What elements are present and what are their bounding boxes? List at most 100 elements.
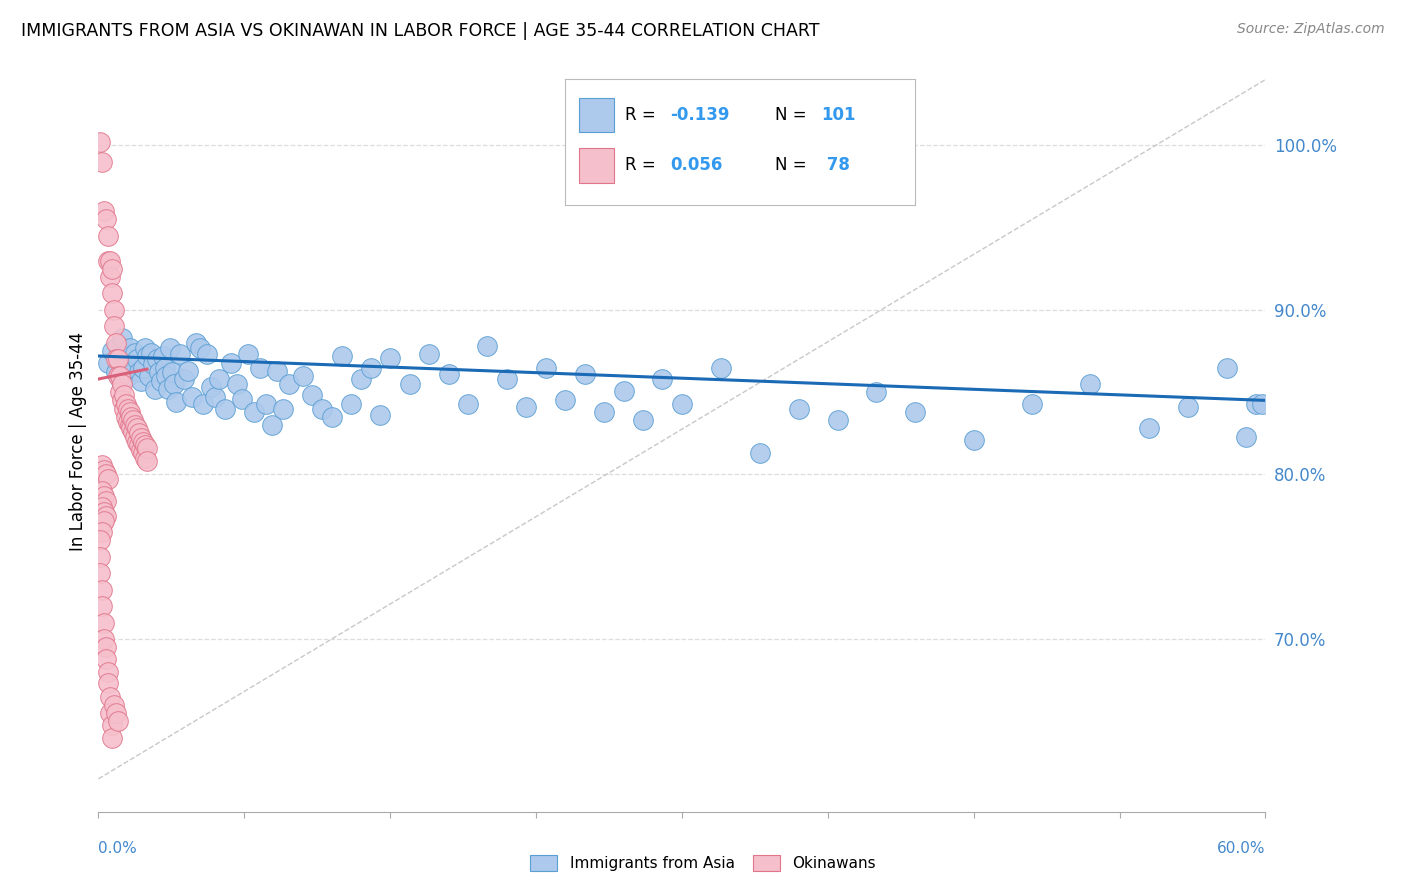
Point bbox=[301, 388, 323, 402]
Point bbox=[1244, 397, 1267, 411]
Point bbox=[103, 302, 125, 317]
Point bbox=[98, 253, 121, 268]
Point bbox=[111, 393, 134, 408]
Point bbox=[121, 409, 143, 424]
Y-axis label: In Labor Force | Age 35-44: In Labor Force | Age 35-44 bbox=[69, 332, 87, 551]
Point bbox=[214, 401, 236, 416]
Point bbox=[128, 438, 150, 452]
Point bbox=[91, 154, 114, 169]
Point bbox=[91, 500, 114, 515]
Text: IMMIGRANTS FROM ASIA VS OKINAWAN IN LABOR FORCE | AGE 35-44 CORRELATION CHART: IMMIGRANTS FROM ASIA VS OKINAWAN IN LABO… bbox=[21, 22, 820, 40]
Point bbox=[671, 397, 693, 411]
Point bbox=[96, 640, 118, 655]
Point bbox=[418, 347, 440, 361]
Text: 0.0%: 0.0% bbox=[98, 841, 138, 856]
Point bbox=[162, 366, 184, 380]
Point bbox=[97, 472, 120, 486]
Point bbox=[340, 397, 363, 411]
Point bbox=[89, 549, 111, 564]
Point bbox=[152, 349, 174, 363]
Point bbox=[91, 599, 114, 613]
Point bbox=[91, 524, 114, 539]
Point bbox=[132, 434, 155, 449]
Point bbox=[93, 632, 115, 646]
Point bbox=[1250, 397, 1272, 411]
Point bbox=[1234, 429, 1257, 443]
Point bbox=[108, 372, 131, 386]
Point bbox=[97, 253, 120, 268]
Point bbox=[291, 368, 314, 383]
Point bbox=[124, 345, 146, 359]
Point bbox=[243, 405, 266, 419]
Point bbox=[278, 376, 301, 391]
Point bbox=[104, 335, 127, 350]
Point bbox=[97, 355, 120, 369]
Point bbox=[159, 341, 181, 355]
Point bbox=[904, 405, 927, 419]
Point bbox=[254, 397, 277, 411]
Point bbox=[117, 401, 139, 416]
Point bbox=[554, 393, 576, 408]
Text: Source: ZipAtlas.com: Source: ZipAtlas.com bbox=[1237, 22, 1385, 37]
Point bbox=[360, 360, 382, 375]
Point bbox=[108, 368, 131, 383]
Point bbox=[89, 566, 111, 581]
Point bbox=[134, 438, 156, 452]
Legend: Immigrants from Asia, Okinawans: Immigrants from Asia, Okinawans bbox=[526, 850, 880, 875]
Point bbox=[89, 533, 111, 548]
Point bbox=[96, 651, 118, 665]
Point bbox=[97, 228, 120, 243]
Point bbox=[153, 360, 176, 375]
Point bbox=[124, 429, 146, 443]
Point bbox=[515, 400, 537, 414]
Point bbox=[108, 385, 131, 400]
Point bbox=[96, 508, 118, 523]
Point bbox=[128, 426, 150, 441]
Point bbox=[437, 367, 460, 381]
Point bbox=[249, 360, 271, 375]
Point bbox=[91, 582, 114, 597]
Point bbox=[122, 357, 145, 371]
Point bbox=[129, 442, 152, 457]
Point bbox=[266, 364, 288, 378]
Point bbox=[118, 405, 141, 419]
Point bbox=[91, 516, 114, 531]
Point bbox=[132, 446, 155, 460]
Point bbox=[98, 270, 121, 285]
Point bbox=[127, 434, 149, 449]
Point bbox=[103, 319, 125, 334]
Point bbox=[118, 341, 141, 355]
Point bbox=[142, 357, 165, 371]
Point bbox=[238, 347, 260, 361]
Point bbox=[112, 349, 135, 363]
Point bbox=[260, 418, 283, 433]
Point bbox=[96, 493, 118, 508]
Point bbox=[129, 431, 152, 445]
Point bbox=[865, 385, 887, 400]
Point bbox=[208, 372, 231, 386]
Point bbox=[321, 409, 343, 424]
Point bbox=[93, 615, 115, 630]
Point bbox=[139, 345, 162, 359]
Point bbox=[195, 347, 218, 361]
Point bbox=[129, 374, 152, 388]
Point bbox=[104, 706, 127, 720]
Point bbox=[138, 368, 160, 383]
Point bbox=[193, 397, 215, 411]
Point bbox=[104, 366, 127, 380]
Point bbox=[117, 368, 139, 383]
Point bbox=[97, 676, 120, 690]
Point bbox=[127, 352, 149, 367]
Point bbox=[93, 489, 115, 503]
Point bbox=[118, 418, 141, 433]
Point bbox=[534, 360, 557, 375]
Point bbox=[96, 467, 118, 482]
Point bbox=[173, 372, 195, 386]
Point bbox=[96, 212, 118, 227]
Point bbox=[1021, 397, 1043, 411]
Point bbox=[962, 433, 984, 447]
Point bbox=[165, 395, 187, 409]
Point bbox=[111, 376, 134, 391]
Point bbox=[97, 665, 120, 679]
Point bbox=[117, 415, 139, 429]
